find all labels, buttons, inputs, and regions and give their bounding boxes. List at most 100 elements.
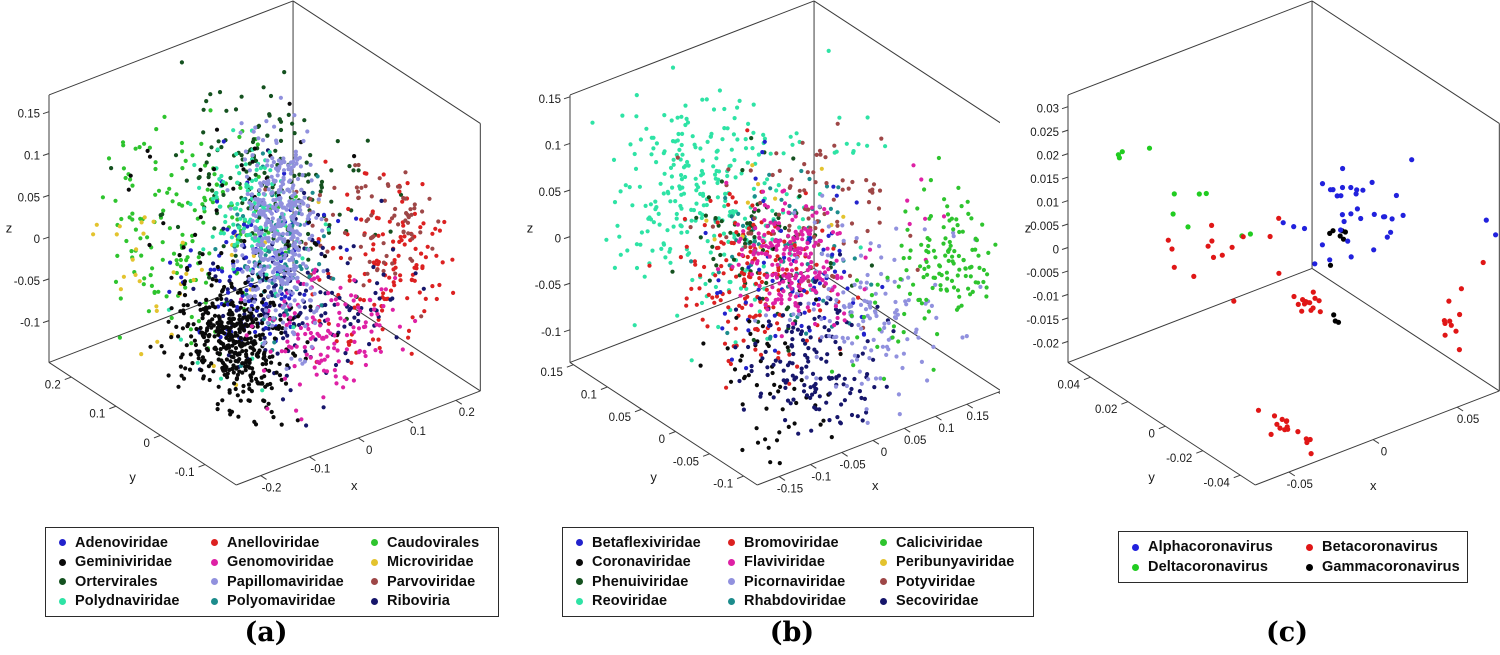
y-tick	[600, 386, 608, 390]
legend-item-riboviria: Riboviria	[362, 593, 492, 609]
axes-box-edge	[569, 362, 758, 486]
x-tick	[935, 415, 942, 421]
legend-b: Betaflexiviridae Coronaviridae Phenuivirid…	[562, 527, 1034, 617]
y-tick	[109, 405, 117, 410]
legend-item-deltacoronavirus: Deltacoronavirus	[1123, 559, 1297, 575]
legend-marker-dot	[371, 578, 378, 586]
x-tick-label: -0.1	[811, 471, 831, 483]
z-tick	[1061, 153, 1069, 157]
x-tick	[309, 456, 316, 462]
legend-marker-dot	[576, 597, 583, 605]
x-tick	[841, 452, 848, 457]
legend-marker-dot	[576, 558, 583, 566]
legend-item-label: Alphacoronavirus	[1148, 539, 1273, 555]
legend-marker-dot	[1306, 543, 1313, 551]
x-tick	[358, 437, 365, 443]
y-axis-label: y	[650, 470, 657, 485]
y-tick	[1121, 401, 1129, 405]
x-tick-label: 0	[1381, 446, 1387, 458]
legend-marker-dot	[59, 597, 66, 605]
axes-box-edge	[1311, 0, 1500, 124]
series-coronaviridae	[698, 246, 843, 466]
y-tick-label: 0	[659, 434, 665, 446]
legend-item-rhabdoviridae: Rhabdoviridae	[719, 593, 871, 609]
series-picornaviridae	[753, 193, 983, 425]
legend-item-label: Reoviridae	[592, 593, 668, 610]
z-tick-label: 0.015	[1030, 174, 1059, 186]
z-tick-label: 0.15	[539, 94, 561, 106]
legend-item-parvoviridae: Parvoviridae	[362, 574, 492, 590]
z-tick	[1061, 293, 1069, 297]
legend-item-genomoviridae: Genomoviridae	[202, 554, 362, 570]
caption-c: (c)	[1266, 617, 1308, 648]
x-tick	[1456, 406, 1464, 412]
legend-item-label: Betacoronavirus	[1322, 539, 1438, 555]
legend-marker-dot	[1132, 563, 1139, 571]
legend-marker-dot	[211, 597, 218, 605]
z-tick	[1061, 270, 1069, 274]
y-tick	[1196, 450, 1204, 454]
y-tick	[1158, 425, 1166, 430]
y-tick	[1233, 474, 1241, 479]
axes-box-edge	[757, 390, 1000, 486]
x-tick	[904, 427, 911, 433]
axes-box-edge	[1067, 267, 1313, 363]
legend-c: Alphacoronavirus Deltacoronavirus Betacoro…	[1118, 531, 1468, 583]
legend-item-label: Peribunyaviridae	[896, 554, 1015, 571]
x-tick-label: 0	[366, 445, 372, 457]
legend-marker-dot	[880, 578, 887, 586]
legend-marker-dot	[880, 539, 887, 547]
legend-item-caliciviridae: Caliciviridae	[871, 535, 1027, 551]
axes-box-edge	[813, 268, 1000, 391]
x-tick	[966, 403, 974, 409]
z-tick	[42, 111, 50, 115]
y-tick-label: 0.1	[89, 409, 105, 421]
y-tick-label: 0.1	[581, 389, 597, 401]
y-tick	[198, 464, 206, 468]
y-tick-label: 0.2	[45, 380, 61, 392]
z-tick	[1061, 176, 1069, 180]
legend-item-label: Parvoviridae	[387, 573, 476, 590]
scatter-points	[1115, 145, 1499, 457]
x-axis-label: x	[1370, 478, 1377, 493]
x-tick-label: 0.1	[410, 426, 426, 438]
z-tick	[1061, 223, 1069, 227]
legend-item-polydnaviridae: Polydnaviridae	[50, 593, 202, 609]
axes-box-edge	[48, 0, 294, 96]
legend-item-label: Picornaviridae	[744, 573, 846, 590]
legend-item-polyomaviridae: Polyomaviridae	[202, 593, 362, 609]
x-tick	[406, 418, 414, 424]
legend-marker-dot	[371, 558, 378, 566]
scatter-points	[590, 48, 998, 466]
plot-panel-c: -0.05 0 0.05 -0.04 -0.02 0 0.02 0.04 -0.02 -0.015…	[1000, 0, 1500, 655]
legend-item-betacoronavirus: Betacoronavirus	[1297, 539, 1461, 555]
y-tick-label: 0	[144, 438, 150, 450]
y-tick-label: -0.02	[1166, 453, 1192, 465]
x-tick-label: -0.1	[310, 464, 330, 476]
z-tick	[42, 278, 50, 282]
legend-item-label: Microviridae	[387, 554, 474, 571]
z-tick	[1061, 340, 1069, 344]
z-tick	[42, 236, 50, 240]
x-tick-label: 0.15	[967, 411, 989, 423]
z-tick-label: -0.1	[20, 318, 40, 330]
series-potyviridae	[675, 121, 920, 330]
y-tick	[566, 364, 574, 368]
legend-item-geminiviridae: Geminiviridae	[50, 554, 202, 570]
axes-box-edge	[292, 0, 481, 124]
z-tick	[563, 189, 571, 193]
legend-item-label: Phenuiviridae	[592, 573, 689, 590]
x-tick	[872, 439, 880, 445]
x-tick-label: -0.2	[262, 482, 282, 494]
legend-marker-dot	[211, 539, 218, 547]
legend-item-label: Geminiviridae	[75, 554, 173, 571]
y-tick	[702, 453, 710, 457]
legend-marker-dot	[59, 558, 66, 566]
axes-box-edge	[569, 267, 815, 363]
series-geminiviridae	[126, 101, 357, 427]
series-reoviridae	[590, 48, 888, 363]
z-tick	[1061, 200, 1069, 204]
x-tick	[260, 475, 267, 480]
series-gammacoronavirus	[1327, 228, 1348, 325]
legend-item-picornaviridae: Picornaviridae	[719, 574, 871, 590]
